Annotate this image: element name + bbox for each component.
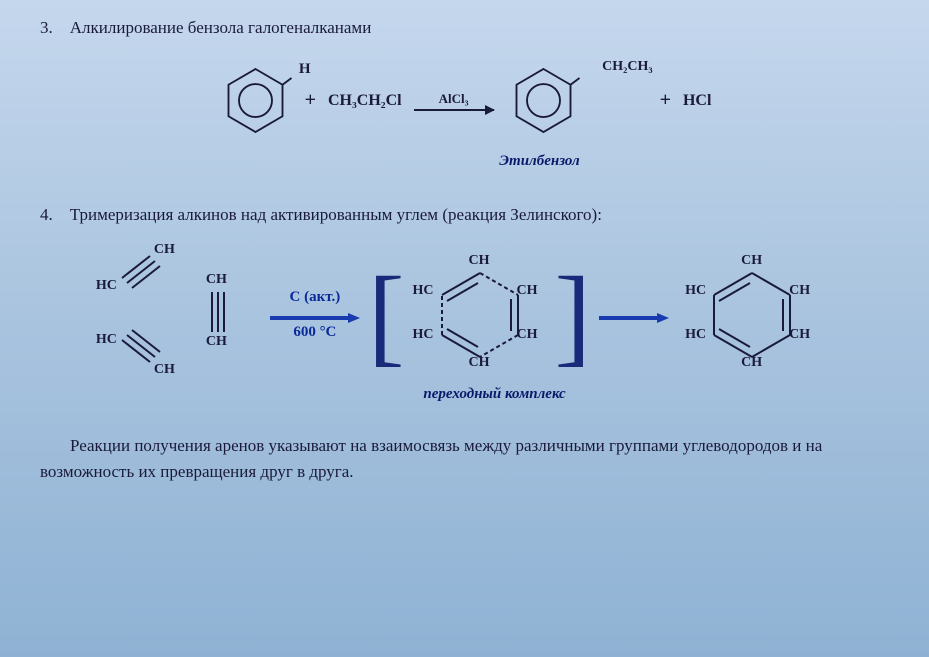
- intermediate-complex: [ CH CH CH CH HC HC ]: [368, 255, 591, 375]
- ethylbenzene-caption: Этилбензол: [190, 153, 889, 170]
- byproduct: HCl: [683, 92, 711, 110]
- prod-ch-bot: CH: [741, 355, 762, 371]
- ethylbenzene-structure: CH₂CH₃: [506, 63, 581, 138]
- prod-ch-br: CH: [789, 327, 810, 343]
- int-hc-bl: HC: [413, 327, 434, 343]
- alkyl-halide: CH₃CH₂Cl: [328, 92, 402, 110]
- int-hc-tl: HC: [413, 283, 434, 299]
- benzene-reactant: H: [218, 63, 293, 138]
- catalyst-label: AlCl₃: [439, 91, 469, 107]
- bracket-right: ]: [555, 271, 592, 359]
- ch-4: CH: [206, 334, 227, 350]
- conclusion-text: Реакции получения аренов указывают на вз…: [40, 433, 889, 484]
- cond-temp: 600 °C: [293, 324, 336, 341]
- hc-2: HC: [96, 332, 117, 348]
- acetylene-trio: CH HC HC CH CH CH: [102, 250, 262, 380]
- section3-number: 3.: [40, 18, 53, 37]
- section3-title-text: Алкилирование бензола галогеналканами: [70, 18, 372, 37]
- plus-1: +: [305, 89, 316, 112]
- bracket-left: [: [368, 271, 405, 359]
- benzene-h-label: H: [299, 61, 311, 78]
- cond-carbon: C (акт.): [290, 289, 341, 306]
- int-ch-tr: CH: [517, 283, 538, 299]
- int-ch-top: CH: [469, 253, 490, 269]
- section4-title-text: Тримеризация алкинов над активированным …: [70, 205, 602, 224]
- alkylation-reaction: H + CH₃CH₂Cl AlCl₃ CH₂CH₃ + HCl: [40, 63, 889, 138]
- arrow-icon: [414, 109, 494, 111]
- prod-hc-bl: HC: [685, 327, 706, 343]
- benzene-product: CH CH CH CH HC HC: [677, 255, 827, 375]
- prod-hc-tl: HC: [685, 283, 706, 299]
- blue-arrow-1: [270, 310, 360, 320]
- trimerization-reaction: CH HC HC CH CH CH C (акт.) 600 °C [: [40, 250, 889, 380]
- int-ch-bot: CH: [469, 355, 490, 371]
- section3-title: 3. Алкилирование бензола галогеналканами: [40, 18, 889, 38]
- section4-title: 4. Тримеризация алкинов над активированн…: [40, 205, 889, 225]
- prod-ch-tr: CH: [789, 283, 810, 299]
- reaction-arrow-1: AlCl₃: [414, 91, 494, 111]
- conditions: C (акт.) 600 °C: [270, 289, 360, 341]
- ch-3: CH: [206, 272, 227, 288]
- blue-arrow-2: [599, 310, 669, 320]
- ethyl-label: CH₂CH₃: [602, 59, 652, 75]
- ch-2: CH: [154, 362, 175, 378]
- section4-number: 4.: [40, 205, 53, 224]
- intermediate-caption: переходный комплекс: [100, 386, 889, 403]
- plus-2: +: [660, 89, 671, 112]
- int-ch-br: CH: [517, 327, 538, 343]
- prod-ch-top: CH: [741, 253, 762, 269]
- hc-1: HC: [96, 278, 117, 294]
- transition-hexagon: CH CH CH CH HC HC: [405, 255, 555, 375]
- ch-1: CH: [154, 242, 175, 258]
